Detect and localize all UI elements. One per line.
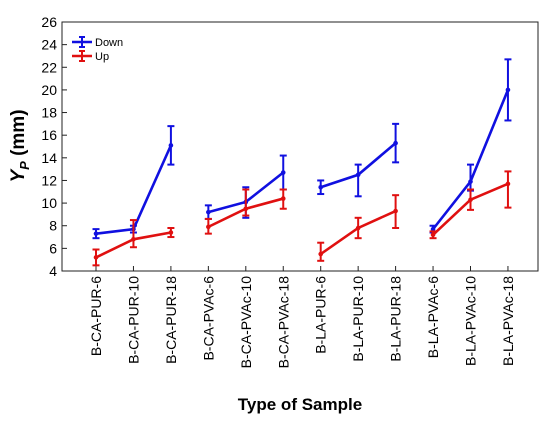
data-point xyxy=(355,172,361,178)
plot-frame xyxy=(61,21,539,272)
data-point xyxy=(168,230,174,235)
data-point xyxy=(468,179,473,184)
y-tick-label: 10 xyxy=(41,195,57,211)
y-tick-label: 12 xyxy=(41,172,57,188)
data-point xyxy=(505,87,511,93)
data-point xyxy=(393,140,398,146)
x-tick-label: B-CA-PUR-10 xyxy=(125,276,141,364)
y-axis-title: YP (mm) xyxy=(8,109,32,182)
data-point xyxy=(93,231,99,236)
data-point xyxy=(355,225,361,231)
series-up xyxy=(92,170,512,267)
y-tick-label: 22 xyxy=(41,59,57,75)
data-point xyxy=(505,181,511,187)
data-point xyxy=(131,237,136,242)
data-point xyxy=(168,143,174,148)
y-tick-label: 18 xyxy=(41,105,57,121)
x-tick-label: B-LA-PUR-6 xyxy=(313,276,329,354)
data-point xyxy=(206,224,211,230)
x-tick-label: B-LA-PUR-10 xyxy=(350,276,366,362)
data-point xyxy=(468,197,473,202)
x-tick-label: B-CA-PVAc-10 xyxy=(238,276,254,369)
data-point xyxy=(318,251,324,257)
data-point xyxy=(280,170,286,175)
y-tick-label: 8 xyxy=(49,218,57,234)
y-tick-label: 24 xyxy=(41,37,57,53)
y-tick-label: 26 xyxy=(41,14,57,30)
y-tick-label: 14 xyxy=(41,150,57,166)
x-tick-label: B-LA-PUR-18 xyxy=(388,276,404,362)
data-point xyxy=(393,208,398,214)
x-tick-label: B-CA-PUR-18 xyxy=(163,276,179,364)
series-down xyxy=(92,58,512,240)
x-axis-title: Type of Sample xyxy=(238,395,362,414)
data-point xyxy=(430,232,436,238)
data-point xyxy=(430,226,436,232)
legend-label: Down xyxy=(95,37,123,49)
x-tick-label: B-LA-PVAc-10 xyxy=(463,276,479,366)
data-point xyxy=(318,184,324,190)
y-tick-label: 6 xyxy=(49,240,57,256)
y-tick-label: 4 xyxy=(49,263,57,279)
legend: Down Up xyxy=(72,36,123,63)
legend-label: Up xyxy=(95,51,109,63)
x-axis: B-CA-PUR-6 B-CA-PUR-10 B-CA-PUR-18 B-CA-PVA… xyxy=(88,266,516,368)
x-tick-label: B-CA-PVAc-18 xyxy=(275,276,291,369)
y-tick-label: 16 xyxy=(41,127,57,143)
x-tick-label: B-CA-PUR-6 xyxy=(88,276,104,356)
x-tick-label: B-CA-PVAc-6 xyxy=(200,276,216,361)
data-point xyxy=(93,255,99,260)
series-layer xyxy=(92,58,512,267)
data-point xyxy=(243,206,249,212)
data-point xyxy=(206,209,211,215)
y-axis: 4 6 8 10 12 14 16 18 20 22 24 26 xyxy=(41,14,67,279)
data-point xyxy=(280,196,286,201)
x-tick-label: B-LA-PVAc-18 xyxy=(500,276,516,366)
y-tick-label: 20 xyxy=(41,82,57,98)
x-tick-label: B-LA-PVAc-6 xyxy=(425,276,441,358)
